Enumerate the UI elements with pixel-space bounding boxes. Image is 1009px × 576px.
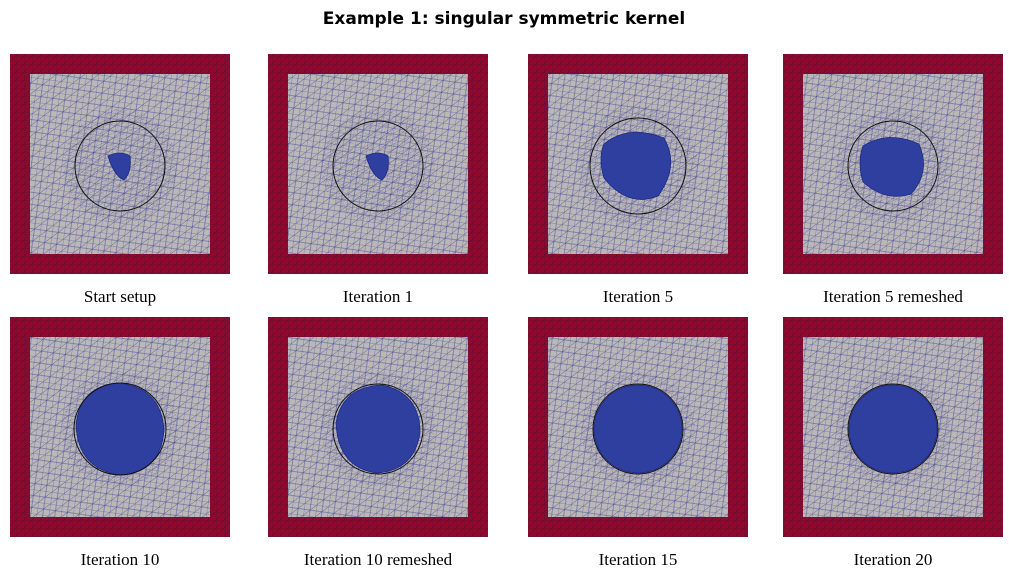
mesh-panel <box>10 54 230 274</box>
figure: Example 1: singular symmetric kernel Sta… <box>0 0 1009 576</box>
mesh-panel <box>783 317 1003 537</box>
inclusion <box>849 385 937 473</box>
panel-caption: Iteration 5 <box>603 287 673 306</box>
inclusion <box>336 385 420 473</box>
panel-caption: Iteration 10 remeshed <box>304 550 453 569</box>
inclusion <box>594 385 682 473</box>
mesh-panel <box>528 54 748 274</box>
panel-caption: Iteration 5 remeshed <box>823 287 963 306</box>
panel-caption: Iteration 20 <box>854 550 933 569</box>
panel-caption: Start setup <box>84 287 156 306</box>
mesh-panel <box>268 317 488 537</box>
mesh-panel <box>783 54 1003 274</box>
mesh-panel <box>268 54 488 274</box>
figure-title: Example 1: singular symmetric kernel <box>323 9 685 29</box>
inclusion <box>76 383 164 475</box>
panel-caption: Iteration 10 <box>81 550 160 569</box>
mesh-panel <box>10 317 230 537</box>
panel-caption: Iteration 15 <box>599 550 678 569</box>
panel-caption: Iteration 1 <box>343 287 413 306</box>
inclusion <box>860 137 924 196</box>
mesh-panel <box>528 317 748 537</box>
